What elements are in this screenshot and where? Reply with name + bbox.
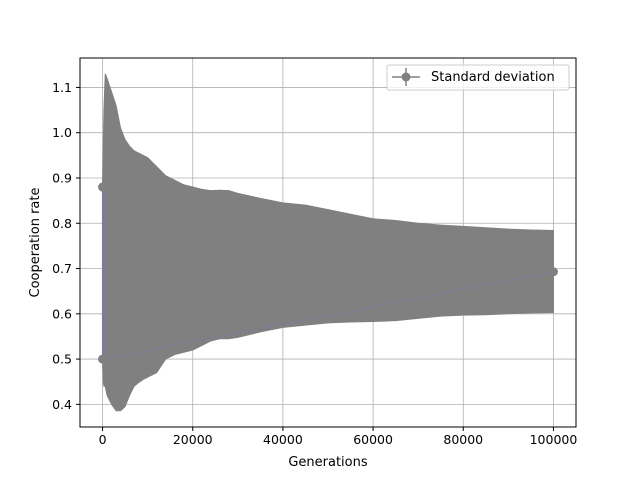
- y-tick-label: 1.0: [52, 125, 72, 140]
- legend-dot-marker: [401, 72, 411, 82]
- y-tick-label: 1.1: [52, 80, 72, 95]
- x-tick-label: 100000: [530, 432, 578, 447]
- errorbar-envelope: [102, 73, 554, 412]
- legend-label: Standard deviation: [431, 70, 555, 85]
- series-standard-deviation: [98, 182, 558, 364]
- y-axis-ticks: 0.4 0.5 0.6 0.7 0.8 0.9 1.0 1.1: [52, 80, 80, 412]
- y-tick-label: 0.4: [52, 397, 72, 412]
- x-axis-ticks: 0 20000 40000 60000 80000 100000: [99, 427, 578, 447]
- y-tick-label: 0.8: [52, 216, 72, 231]
- y-tick-label: 0.5: [52, 352, 72, 367]
- x-tick-label: 40000: [263, 432, 303, 447]
- series-point-start-upper: [98, 182, 108, 192]
- legend-box: [386, 64, 570, 91]
- series-line: [102, 271, 554, 360]
- y-tick-label: 0.7: [52, 261, 72, 276]
- x-tick-label: 80000: [443, 432, 483, 447]
- y-tick-label: 0.6: [52, 306, 72, 321]
- x-tick-label: 60000: [353, 432, 393, 447]
- y-tick-label: 0.9: [52, 170, 72, 185]
- error-band: [102, 73, 554, 412]
- x-axis-label: Generations: [288, 455, 368, 470]
- plot-frame: [79, 57, 577, 428]
- y-axis-label: Cooperation rate: [28, 188, 43, 298]
- x-tick-label: 0: [99, 432, 107, 447]
- series-point-end: [548, 267, 558, 277]
- series-point-start: [98, 354, 108, 364]
- legend: Standard deviation: [386, 64, 570, 91]
- x-tick-label: 20000: [173, 432, 213, 447]
